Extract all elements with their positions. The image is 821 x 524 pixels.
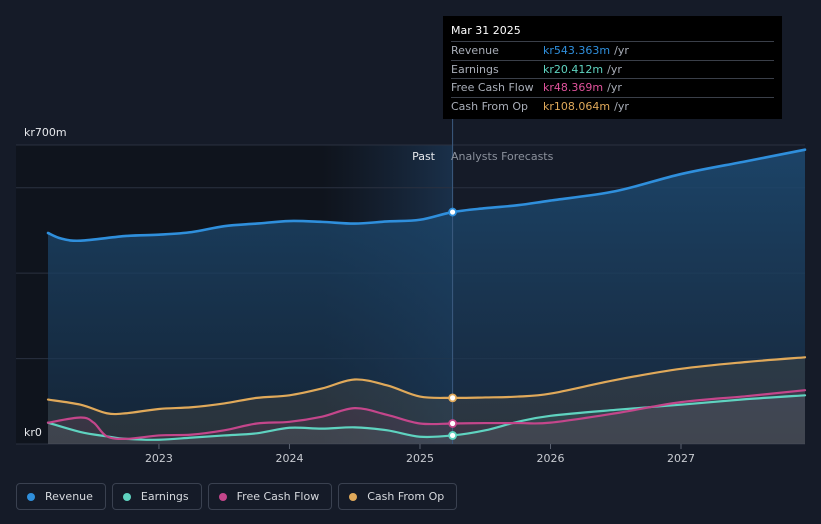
x-axis-ticks: 2023 2024 2025 2026 2027 bbox=[145, 444, 695, 465]
legend-dot-icon bbox=[122, 492, 131, 501]
legend: Revenue Earnings Free Cash Flow Cash Fro… bbox=[16, 483, 458, 510]
series-line-free-cash-flow bbox=[46, 389, 807, 441]
tooltip-value: kr108.064m bbox=[543, 99, 611, 113]
series-line-cash-from-op bbox=[46, 356, 807, 416]
tooltip: Mar 31 2025 Revenue kr543.363m /yr Earni… bbox=[443, 16, 782, 119]
tooltip-label: Revenue bbox=[451, 44, 499, 58]
tooltip-unit: /yr bbox=[614, 44, 629, 58]
series-area-cash-from-op bbox=[48, 357, 805, 444]
tooltip-unit: /yr bbox=[607, 81, 622, 95]
legend-item-revenue[interactable]: Revenue bbox=[16, 483, 106, 510]
series-markers bbox=[448, 207, 458, 440]
y-axis-min-label: kr0 bbox=[24, 426, 42, 439]
series-lines bbox=[46, 148, 807, 441]
legend-label: Free Cash Flow bbox=[236, 490, 320, 503]
marker-free-cash-flow bbox=[448, 419, 458, 428]
tooltip-label: Earnings bbox=[451, 62, 499, 76]
x-tick-label: 2027 bbox=[667, 452, 695, 465]
tooltip-row-revenue: Revenue kr543.363m /yr bbox=[451, 41, 774, 60]
legend-item-cash-from-op[interactable]: Cash From Op bbox=[338, 483, 458, 510]
x-tick-label: 2025 bbox=[406, 452, 434, 465]
tooltip-value: kr543.363m bbox=[543, 44, 611, 58]
tooltip-unit: /yr bbox=[614, 99, 629, 113]
x-tick-label: 2026 bbox=[536, 452, 564, 465]
legend-item-free-cash-flow[interactable]: Free Cash Flow bbox=[207, 483, 333, 510]
tooltip-date: Mar 31 2025 bbox=[451, 24, 521, 37]
marker-cash-from-op bbox=[448, 393, 458, 403]
x-tick-label: 2024 bbox=[275, 452, 303, 465]
legend-dot-icon bbox=[218, 492, 227, 501]
tooltip-label: Free Cash Flow bbox=[451, 81, 534, 95]
series-line-revenue bbox=[46, 148, 807, 243]
marker-revenue bbox=[448, 207, 458, 217]
past-label: Past bbox=[412, 150, 436, 163]
tooltip-value: kr20.412m bbox=[543, 62, 604, 76]
series-line-earnings bbox=[46, 394, 807, 441]
marker-earnings bbox=[448, 431, 458, 440]
legend-item-earnings[interactable]: Earnings bbox=[111, 483, 202, 510]
series-areas bbox=[48, 149, 805, 444]
legend-label: Revenue bbox=[45, 490, 93, 503]
legend-dot-icon bbox=[349, 492, 358, 501]
tooltip-row-earnings: Earnings kr20.412m /yr bbox=[451, 59, 774, 79]
series-area-free-cash-flow bbox=[48, 390, 805, 444]
tooltip-row-free-cash-flow: Free Cash Flow kr48.369m /yr bbox=[451, 78, 774, 97]
legend-label: Cash From Op bbox=[367, 490, 445, 503]
tooltip-unit: /yr bbox=[607, 62, 622, 76]
legend-label: Earnings bbox=[140, 490, 189, 503]
series-area-revenue bbox=[48, 149, 805, 444]
tooltip-value: kr48.369m bbox=[543, 81, 604, 95]
series-area-earnings bbox=[48, 395, 805, 444]
tooltip-row-cash-from-op: Cash From Op kr108.064m /yr bbox=[451, 96, 774, 116]
y-axis-max-label: kr700m bbox=[24, 126, 67, 139]
legend-dot-icon bbox=[27, 492, 35, 501]
x-tick-label: 2023 bbox=[145, 452, 173, 465]
forecast-label: Analysts Forecasts bbox=[451, 150, 554, 163]
tooltip-label: Cash From Op bbox=[451, 99, 529, 113]
